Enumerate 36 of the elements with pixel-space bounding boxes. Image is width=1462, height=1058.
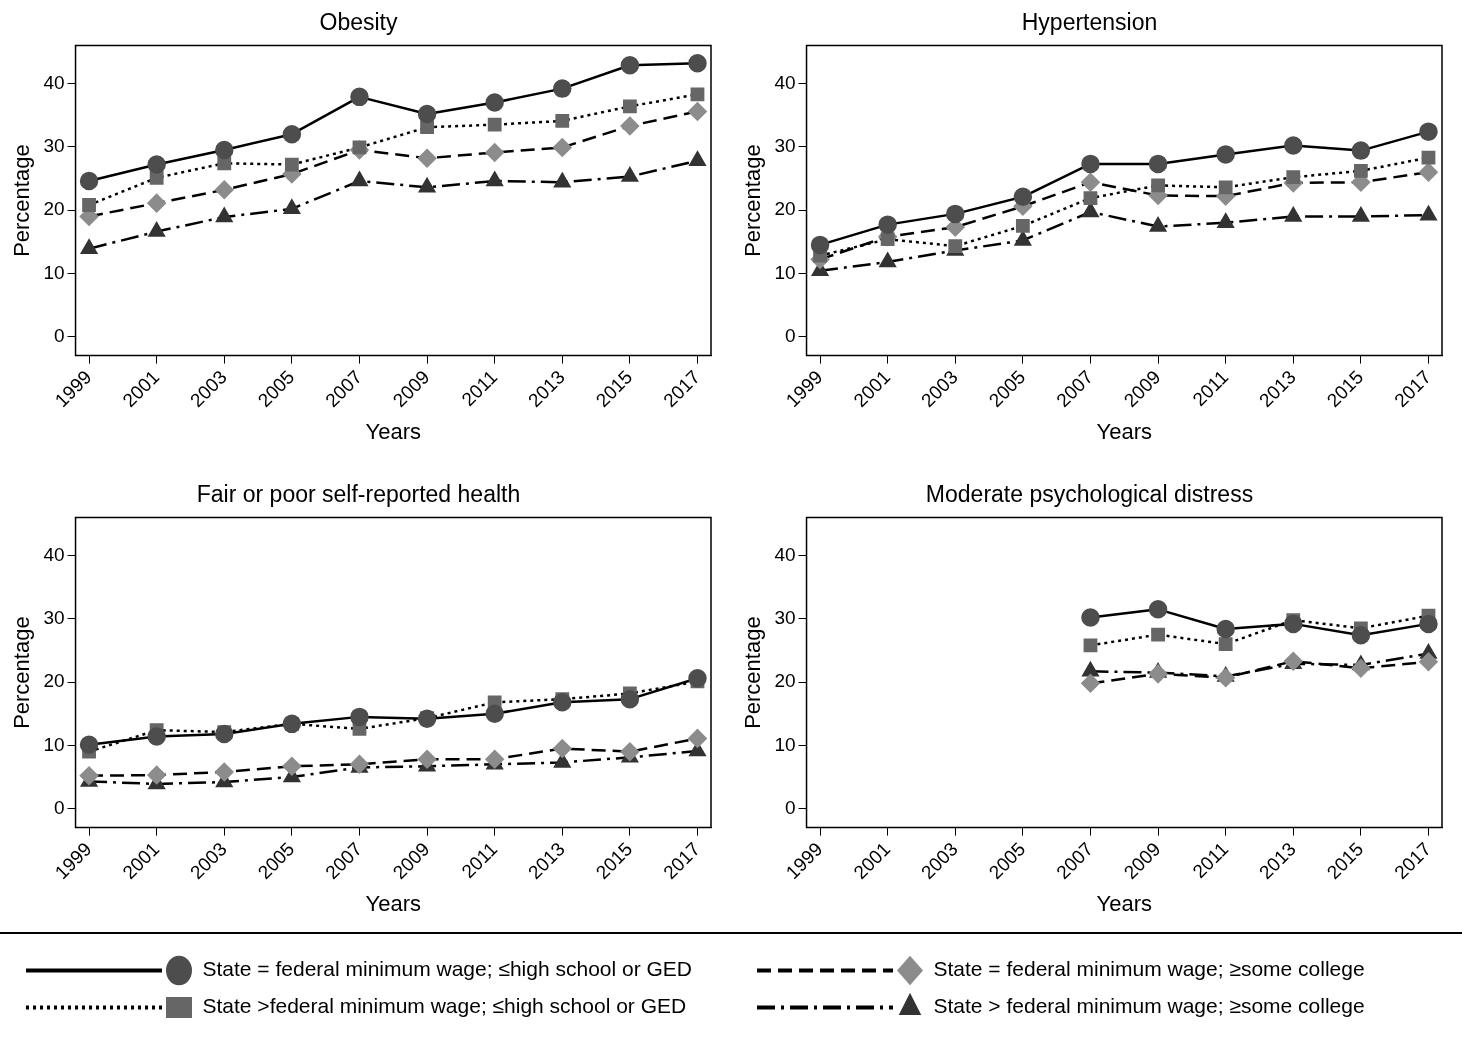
y-tick-label: 40: [43, 543, 65, 565]
y-tick-label: 0: [53, 796, 65, 818]
legend-label: State = federal minimum wage; ≥some college: [933, 957, 1365, 981]
chart-title: Obesity: [319, 9, 398, 36]
x-axis-title: Years: [1096, 418, 1152, 444]
y-tick-label: 10: [43, 261, 65, 283]
y-tick-label: 30: [774, 135, 796, 157]
y-axis-title: Percentage: [740, 616, 766, 729]
y-tick-label: 10: [43, 733, 65, 755]
y-axis-title: Percentage: [9, 144, 35, 257]
y-tick-label: 40: [774, 71, 796, 93]
legend-label: State = federal minimum wage; ≤high school or GED: [202, 957, 693, 981]
y-axis-title: Percentage: [740, 144, 766, 257]
y-tick-label: 30: [43, 607, 65, 629]
y-tick-label: 10: [774, 261, 796, 283]
y-tick-label: 20: [43, 198, 65, 220]
legend-label: State > federal minimum wage; ≥some college: [933, 994, 1365, 1018]
legend-label: State >federal minimum wage; ≤high school or GED: [202, 994, 687, 1018]
chart-title: Hypertension: [1021, 9, 1158, 36]
y-tick-label: 40: [774, 543, 796, 565]
x-axis-title: Years: [1096, 890, 1152, 916]
y-tick-label: 0: [53, 324, 65, 346]
chart-title: Moderate psychological distress: [925, 481, 1254, 508]
y-tick-label: 20: [43, 670, 65, 692]
y-tick-label: 30: [43, 135, 65, 157]
chart-title: Fair or poor self-reported health: [196, 481, 521, 508]
y-tick-label: 20: [774, 198, 796, 220]
y-tick-label: 20: [774, 670, 796, 692]
y-tick-label: 10: [774, 733, 796, 755]
y-tick-label: 0: [784, 324, 796, 346]
y-tick-label: 0: [784, 796, 796, 818]
y-axis-title: Percentage: [9, 616, 35, 729]
x-axis-title: Years: [365, 418, 421, 444]
x-axis-title: Years: [365, 890, 421, 916]
y-tick-label: 30: [774, 607, 796, 629]
y-tick-label: 40: [43, 71, 65, 93]
